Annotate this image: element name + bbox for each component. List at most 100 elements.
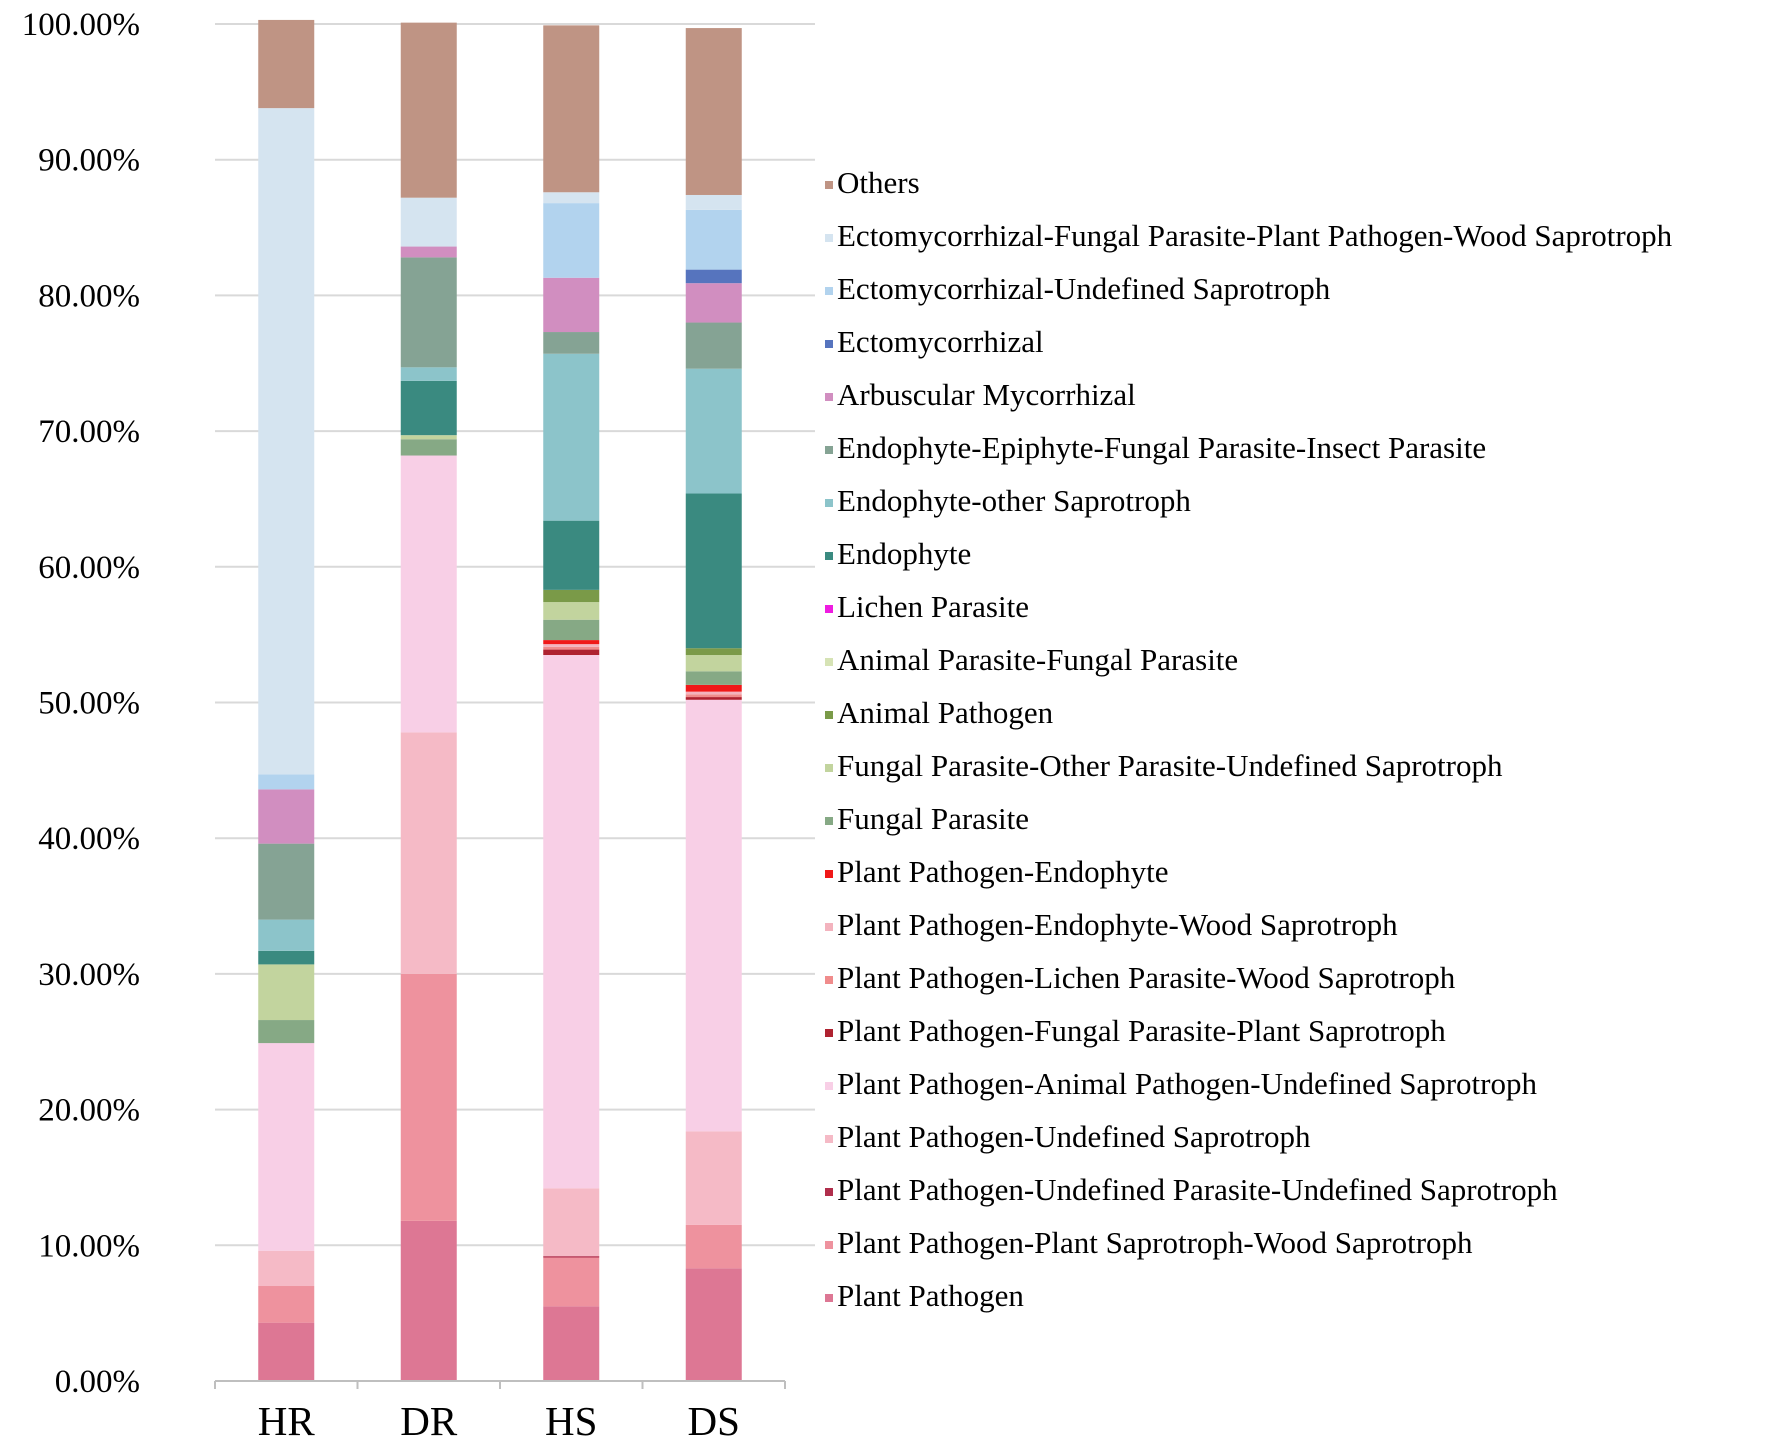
bar-segment <box>400 367 457 381</box>
bar-segment <box>400 380 457 436</box>
bar-segment <box>258 919 315 951</box>
bar-segment <box>400 435 457 440</box>
bar-segment <box>400 732 457 974</box>
y-tick-label: 50.00% <box>38 686 140 722</box>
y-tick-label: 80.00% <box>38 278 140 314</box>
bar-segment <box>258 964 315 1021</box>
legend-label: Arbuscular Mycorrhizal <box>837 377 1136 412</box>
legend-swatch <box>825 499 833 507</box>
bar-segment <box>685 283 742 323</box>
legend-label: Plant Pathogen-Endophyte <box>837 854 1168 889</box>
bar-segment <box>258 843 315 920</box>
legend-swatch <box>825 605 833 613</box>
bar-segment <box>258 774 315 790</box>
legend-label: Animal Parasite-Fungal Parasite <box>837 642 1238 677</box>
bar-segment <box>543 1257 600 1307</box>
legend-swatch <box>825 234 833 242</box>
legend-swatch <box>825 393 833 401</box>
legend-swatch <box>825 340 833 348</box>
bar-segment <box>400 455 457 733</box>
bar-segment <box>685 269 742 284</box>
legend-label: Plant Pathogen-Plant Saprotroph-Wood Sap… <box>837 1225 1473 1260</box>
bar-segment <box>258 108 315 775</box>
legend-label: Plant Pathogen-Undefined Parasite-Undefi… <box>837 1172 1558 1207</box>
x-tick-label: DS <box>688 1398 740 1444</box>
legend-swatch <box>825 1294 833 1302</box>
legend-label: Endophyte-other Saprotroph <box>837 483 1191 518</box>
bar-segment <box>258 1250 315 1287</box>
x-tick-label: HR <box>258 1398 316 1444</box>
bar-segment <box>685 699 742 1132</box>
legend-label: Lichen Parasite <box>837 589 1029 624</box>
legend-swatch <box>825 446 833 454</box>
legend-swatch <box>825 287 833 295</box>
bar-segment <box>685 493 742 649</box>
bar-segment <box>400 246 457 258</box>
bar-segment <box>685 684 742 692</box>
bar-segment <box>685 697 742 700</box>
bar-segment <box>543 589 600 603</box>
legend-label: Endophyte-Epiphyte-Fungal Parasite-Insec… <box>837 430 1486 465</box>
y-tick-label: 100.00% <box>22 7 140 43</box>
legend-label: Plant Pathogen-Undefined Saprotroph <box>837 1119 1311 1154</box>
stacked-bars <box>258 19 742 1381</box>
legend-label: Plant Pathogen-Lichen Parasite-Wood Sapr… <box>837 960 1456 995</box>
bar-segment <box>543 203 600 278</box>
bar-segment <box>543 655 600 1189</box>
legend-label: Endophyte <box>837 536 971 571</box>
legend-label: Fungal Parasite-Other Parasite-Undefined… <box>837 748 1503 783</box>
bar-segment <box>543 25 600 193</box>
legend-swatch <box>825 552 833 560</box>
bar-segment <box>685 648 742 656</box>
bar-segment <box>400 257 457 368</box>
legend-swatch <box>825 1241 833 1249</box>
bar-segment <box>400 1220 457 1381</box>
bar-segment <box>543 1256 600 1258</box>
bar-segment <box>685 1268 742 1381</box>
bar-segment <box>543 520 600 590</box>
legend: Others Ectomycorrhizal-Fungal Parasite-Pl… <box>825 165 1673 1313</box>
bar-segment <box>685 194 742 210</box>
bar-segment <box>258 789 315 844</box>
legend-label: Ectomycorrhizal-Undefined Saprotroph <box>837 271 1331 306</box>
y-tick-label: 40.00% <box>38 821 140 857</box>
legend-swatch <box>825 923 833 931</box>
bar-segment <box>685 209 742 270</box>
y-tick-label: 0.00% <box>55 1364 140 1400</box>
legend-swatch <box>825 764 833 772</box>
legend-swatch <box>825 870 833 878</box>
legend-label: Animal Pathogen <box>837 695 1054 730</box>
bar-segment <box>543 644 600 647</box>
legend-label: Plant Pathogen-Fungal Parasite-Plant Sap… <box>837 1013 1446 1048</box>
y-tick-label: 60.00% <box>38 550 140 586</box>
bar-segment <box>258 1020 315 1044</box>
bar-segment <box>258 1043 315 1251</box>
y-axis-tick-labels: 0.00% 10.00% 20.00% 30.00% 40.00% 50.00% 60.00… <box>22 7 140 1400</box>
bar-segment <box>543 649 600 656</box>
legend-swatch <box>825 181 833 189</box>
bar-segment <box>543 1306 600 1381</box>
x-tick-label: DR <box>400 1398 458 1444</box>
legend-swatch <box>825 976 833 984</box>
bar-segment <box>258 950 315 965</box>
bar-segment <box>400 973 457 1221</box>
bar-segment <box>400 22 457 198</box>
legend-label: Plant Pathogen-Endophyte-Wood Saprotroph <box>837 907 1398 942</box>
bar-segment <box>685 655 742 672</box>
bar-segment <box>685 694 742 698</box>
bar-segment <box>400 197 457 247</box>
y-tick-label: 10.00% <box>38 1228 140 1264</box>
bar-segment <box>543 619 600 641</box>
legend-label: Others <box>837 165 920 200</box>
bar-segment <box>685 322 742 369</box>
bar-segment <box>543 277 600 333</box>
bar-segment <box>543 1188 600 1257</box>
bar-segment <box>685 671 742 685</box>
x-tick-label: HS <box>545 1398 597 1444</box>
bar-segment <box>543 353 600 521</box>
legend-swatch <box>825 1135 833 1143</box>
legend-label: Plant Pathogen <box>837 1278 1024 1313</box>
bar-segment <box>543 192 600 204</box>
legend-swatch <box>825 1188 833 1196</box>
